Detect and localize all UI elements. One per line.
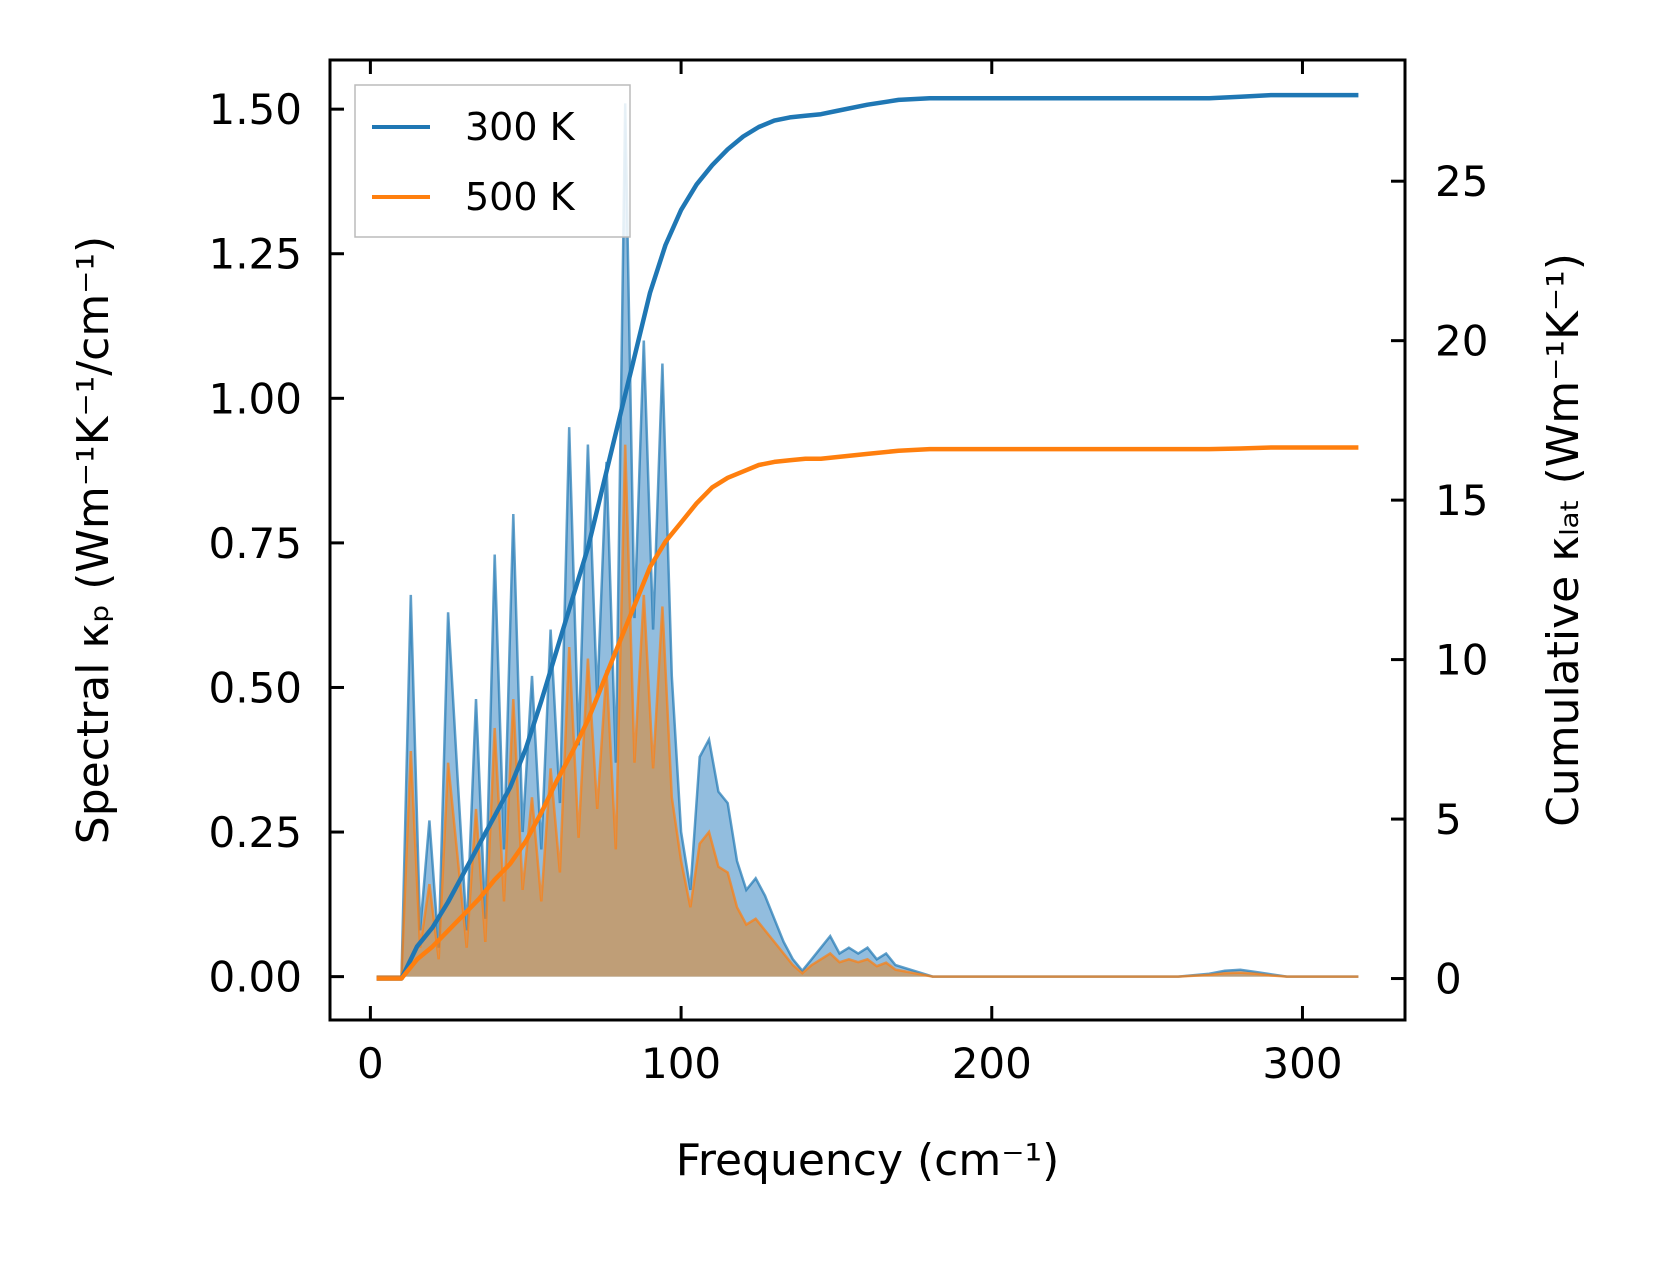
y-right-tick-label: 10 xyxy=(1435,636,1488,685)
cumulative-lines xyxy=(376,92,1359,981)
spectral-fill-1 xyxy=(376,444,1359,977)
y-left-tick-label: 1.00 xyxy=(208,374,302,423)
cumulative-line-1 xyxy=(376,445,1359,981)
legend: 300 K 500 K xyxy=(354,84,631,238)
cumulative-line-0 xyxy=(376,92,1359,981)
legend-label-300k: 300 K xyxy=(465,105,576,149)
y-axis-left-label: Spectral κₚ (Wm⁻¹K⁻¹/cm⁻¹) xyxy=(68,236,119,844)
spectral-fills xyxy=(376,103,1359,977)
spectral-line-1 xyxy=(376,444,1359,978)
y-axis-right-label: Cumulative κₗₐₜ (Wm⁻¹K⁻¹) xyxy=(1538,253,1589,827)
legend-box xyxy=(354,84,631,238)
spectral-lines xyxy=(376,103,1359,978)
y-right-tick-label: 0 xyxy=(1435,955,1462,1004)
y-left-tick-label: 1.25 xyxy=(208,230,302,279)
x-tick-label: 0 xyxy=(357,1039,384,1088)
plot-frame xyxy=(328,58,1407,1022)
x-tick-label: 200 xyxy=(952,1039,1032,1088)
x-axis-label: Frequency (cm⁻¹) xyxy=(676,1135,1060,1186)
y-right-tick-label: 25 xyxy=(1435,157,1488,206)
y-right-tick-label: 5 xyxy=(1435,795,1462,844)
y-right-tick-label: 20 xyxy=(1435,317,1488,366)
y-left-tick-label: 0.50 xyxy=(208,663,302,712)
y-left-tick-label: 1.50 xyxy=(208,85,302,134)
y-left-tick-label: 0.75 xyxy=(208,519,302,568)
y-right-tick-label: 15 xyxy=(1435,476,1488,525)
tick-labels: 0 100 200 300 0.00 0.25 0.50 0.75 1.00 1.25 1.50 0 5… xyxy=(208,85,1488,1088)
y-left-tick-label: 0.00 xyxy=(208,953,302,1002)
axis-ticks xyxy=(330,60,1405,1020)
x-tick-label: 100 xyxy=(641,1039,721,1088)
x-tick-label: 300 xyxy=(1262,1039,1342,1088)
legend-label-500k: 500 K xyxy=(465,175,576,219)
y-left-tick-label: 0.25 xyxy=(208,808,302,857)
